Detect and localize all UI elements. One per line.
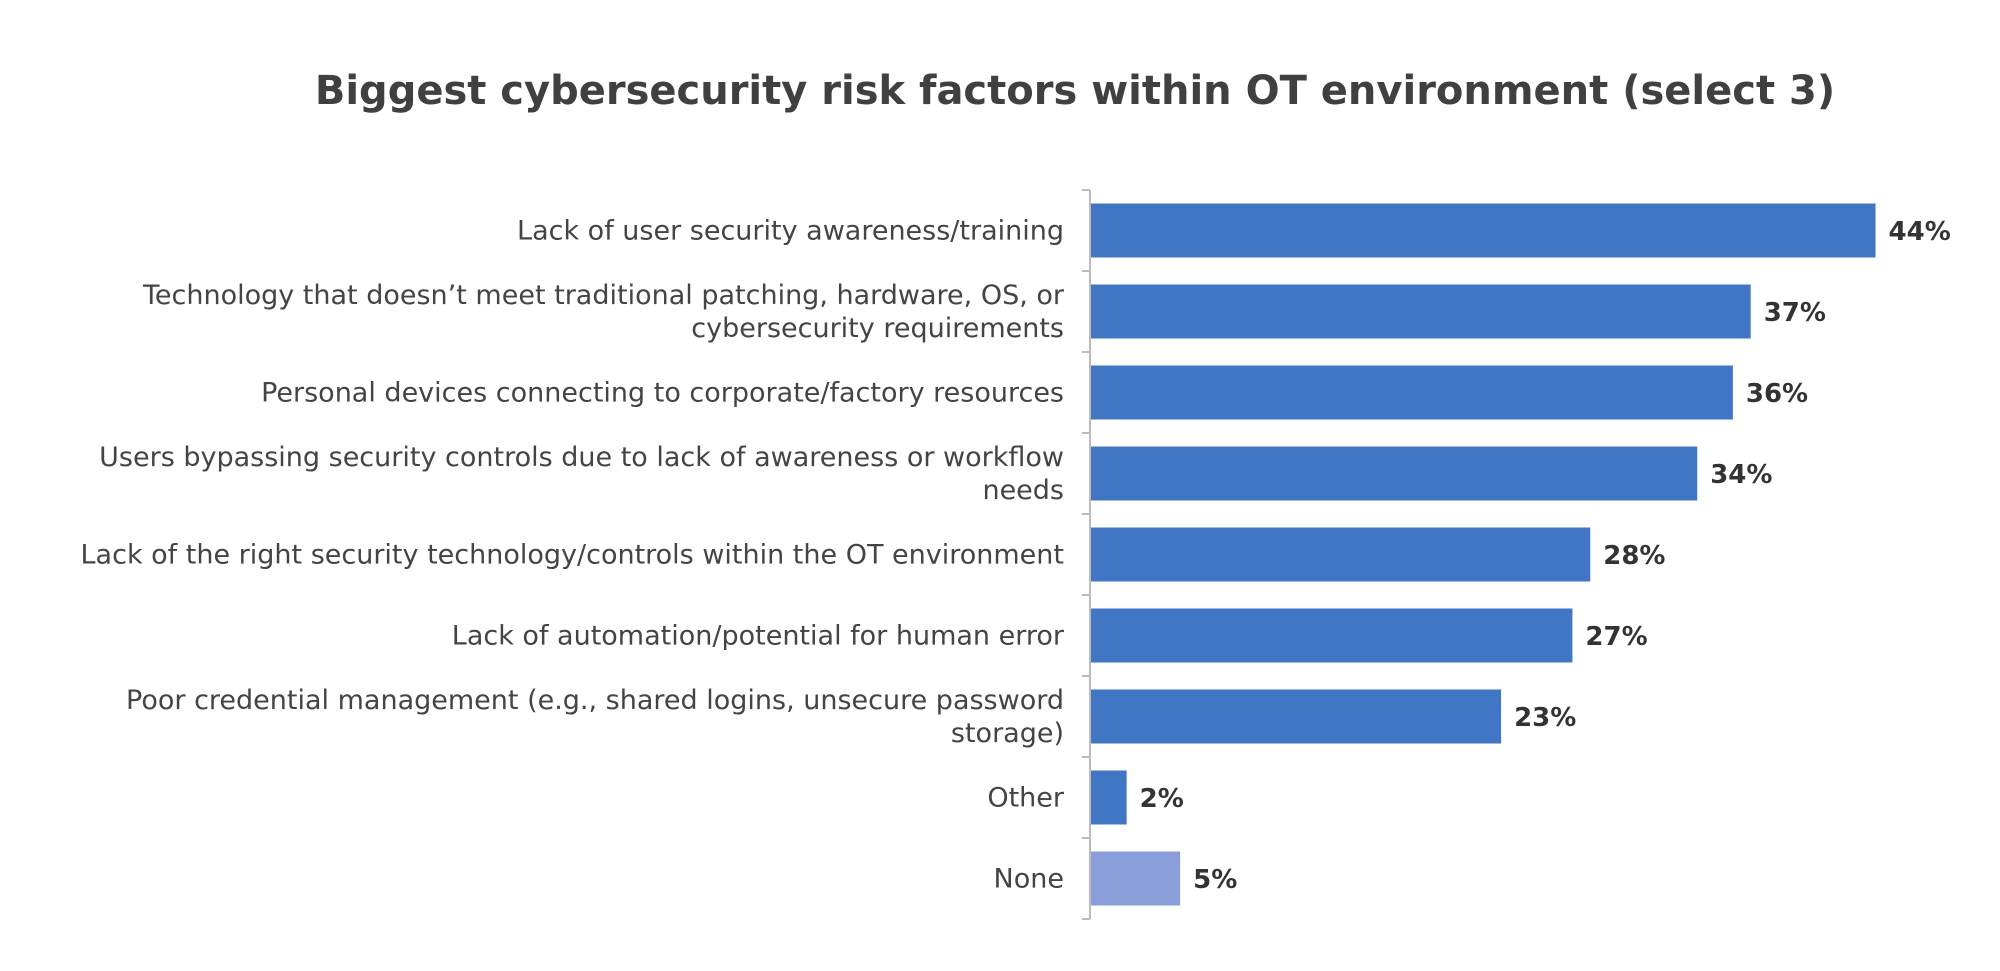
- bar: [1091, 851, 1181, 906]
- category-label: Other: [987, 782, 1064, 813]
- category-label: Lack of the right security technology/co…: [80, 539, 1064, 570]
- bar: [1091, 689, 1502, 744]
- bar: [1091, 527, 1591, 582]
- bar: [1091, 608, 1573, 663]
- bar: [1091, 770, 1127, 825]
- chart-title: Biggest cybersecurity risk factors withi…: [314, 68, 1836, 114]
- value-label: 5%: [1193, 865, 1237, 895]
- bar: [1091, 446, 1698, 501]
- value-label: 23%: [1514, 703, 1576, 733]
- bar: [1091, 365, 1733, 420]
- value-label: 27%: [1585, 622, 1647, 652]
- category-label: Lack of automation/potential for human e…: [451, 620, 1064, 651]
- value-label: 34%: [1710, 460, 1772, 490]
- value-label: 44%: [1889, 217, 1951, 247]
- category-label: Users bypassing security controls due to…: [99, 441, 1064, 506]
- value-label: 28%: [1603, 541, 1665, 571]
- value-label: 36%: [1746, 379, 1808, 409]
- category-label: None: [993, 863, 1064, 894]
- value-label: 37%: [1764, 298, 1826, 328]
- bar: [1091, 284, 1751, 339]
- category-label: Personal devices connecting to corporate…: [261, 377, 1064, 408]
- category-label: Lack of user security awareness/training: [517, 215, 1064, 246]
- category-label: Technology that doesn’t meet traditional…: [142, 279, 1064, 344]
- value-label: 2%: [1140, 784, 1184, 814]
- category-label: Poor credential management (e.g., shared…: [126, 684, 1064, 749]
- bar: [1091, 203, 1876, 258]
